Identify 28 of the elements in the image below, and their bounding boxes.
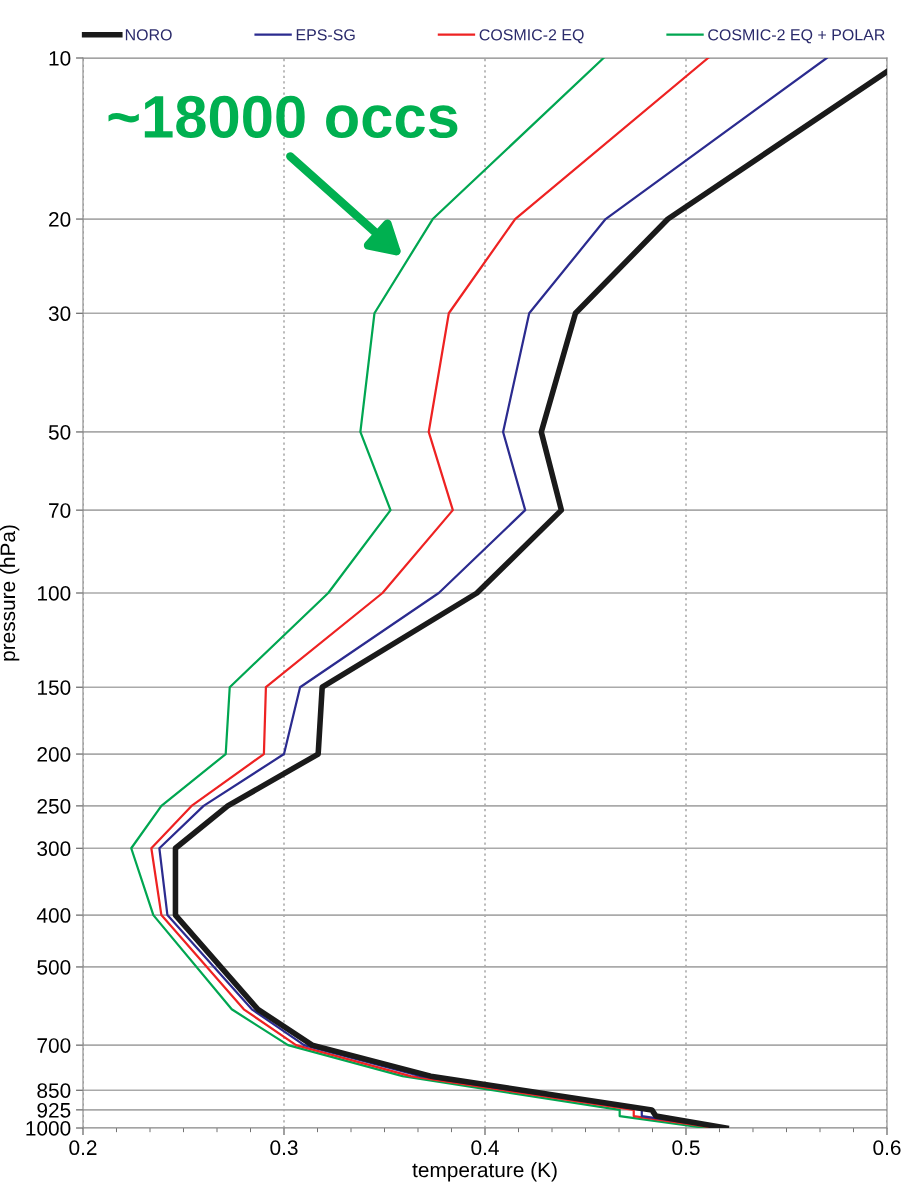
- x-tick-label: 0.2: [69, 1140, 97, 1156]
- y-tick-label: 250: [37, 798, 71, 814]
- y-tick-label: 300: [37, 841, 71, 857]
- y-tick-label: 20: [49, 212, 71, 227]
- y-tick-label: 500: [37, 959, 71, 975]
- y-tick-label: 200: [37, 747, 71, 762]
- y-tick-label: 700: [37, 1038, 71, 1053]
- y-tick-label: 70: [49, 503, 71, 518]
- y-tick-label: 400: [36, 908, 71, 923]
- y-tick-label: 925: [37, 1102, 71, 1118]
- x-tick-label: 0.3: [270, 1140, 298, 1156]
- y-axis-title: pressure (hPa): [0, 525, 20, 661]
- legend-label: COSMIC-2 EQ: [479, 29, 584, 44]
- x-tick-label: 0.4: [471, 1140, 499, 1156]
- y-tick-label: 1000: [26, 1121, 71, 1136]
- legend-label: EPS-SG: [296, 29, 355, 41]
- x-tick-label: 0.5: [672, 1140, 700, 1156]
- y-tick-label: 100: [38, 586, 71, 601]
- legend-label: NORO: [125, 29, 172, 41]
- legend-label: COSMIC-2 EQ + POLAR: [708, 29, 885, 44]
- y-tick-label: 30: [48, 306, 71, 322]
- annotation: ~18000 occs: [108, 95, 458, 139]
- y-tick-label: 10: [49, 51, 71, 66]
- y-tick-label: 850: [37, 1083, 71, 1098]
- x-tick-label: 0.6: [873, 1140, 901, 1156]
- y-tick-label: 150: [38, 680, 71, 695]
- x-axis-title: temperature (K): [412, 1162, 557, 1182]
- y-tick-label: 50: [48, 424, 71, 440]
